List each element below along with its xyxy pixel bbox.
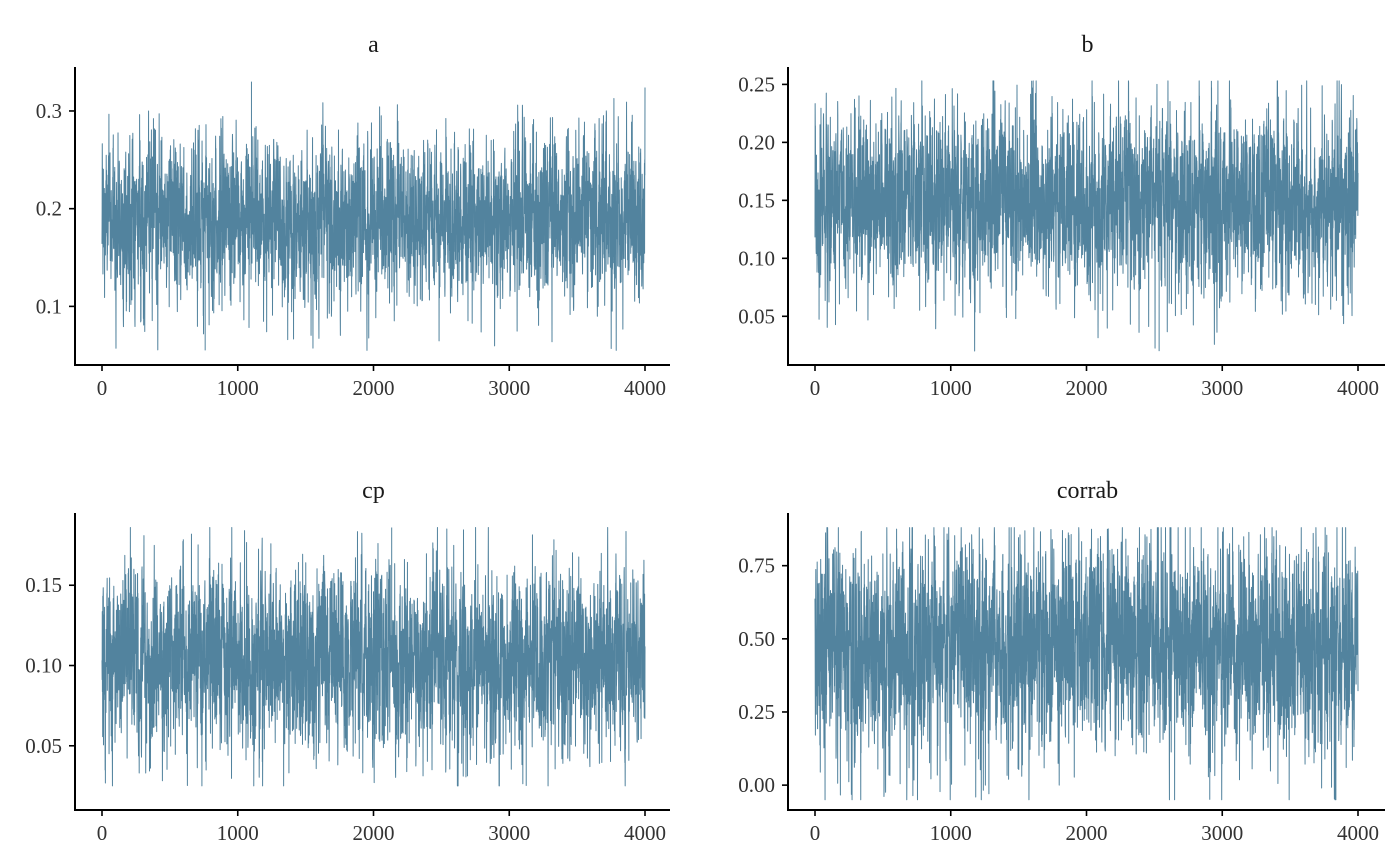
x-tick-label: 4000 <box>624 376 666 400</box>
panel-title: a <box>368 32 379 58</box>
y-tick-label: 0.3 <box>36 99 62 123</box>
panel-title: b <box>1082 32 1094 58</box>
y-tick-label: 0.05 <box>25 734 62 758</box>
x-tick-label: 2000 <box>1066 376 1108 400</box>
x-tick-label: 3000 <box>488 376 530 400</box>
y-tick-label: 0.15 <box>25 573 62 597</box>
y-tick-label: 0.25 <box>738 700 775 724</box>
trace-line <box>101 81 646 351</box>
trace-panel-cp: cp 0 1000 2000 3000 4000 0.05 0.10 0.15 <box>25 478 670 845</box>
x-tick-label: 2000 <box>1066 821 1108 845</box>
x-tick-label: 0 <box>810 821 821 845</box>
x-tick-label: 1000 <box>930 376 972 400</box>
panel-title: corrab <box>1057 478 1118 504</box>
y-tick-label: 0.00 <box>738 773 775 797</box>
x-tick-label: 1000 <box>217 376 259 400</box>
y-tick-label: 0.25 <box>738 72 775 96</box>
x-tick-label: 3000 <box>1201 821 1243 845</box>
x-tick-label: 2000 <box>353 376 395 400</box>
y-tick-label: 0.15 <box>738 188 775 212</box>
y-tick-label: 0.10 <box>25 654 62 678</box>
y-tick-label: 0.2 <box>36 197 62 221</box>
x-tick-label: 1000 <box>217 821 259 845</box>
trace-line <box>814 80 1359 352</box>
x-tick-label: 3000 <box>1201 376 1243 400</box>
trace-panel-b: b 0 1000 2000 3000 4000 0.05 0.10 0.15 0.20 0.25 <box>738 32 1385 400</box>
trace-line <box>814 527 1359 801</box>
x-tick-label: 2000 <box>353 821 395 845</box>
x-tick-label: 4000 <box>624 821 666 845</box>
x-tick-label: 4000 <box>1337 376 1379 400</box>
y-tick-label: 0.50 <box>738 627 775 651</box>
y-tick-label: 0.10 <box>738 246 775 270</box>
trace-panel-corrab: corrab 0 1000 2000 3000 4000 0.00 0.25 0.50 0.75 <box>738 478 1385 845</box>
x-tick-label: 0 <box>97 821 108 845</box>
y-tick-label: 0.75 <box>738 554 775 578</box>
x-tick-label: 1000 <box>930 821 972 845</box>
y-tick-label: 0.05 <box>738 304 775 328</box>
x-tick-label: 0 <box>810 376 821 400</box>
panel-title: cp <box>362 478 385 504</box>
x-tick-label: 0 <box>97 376 108 400</box>
y-tick-label: 0.1 <box>36 294 62 318</box>
y-tick-label: 0.20 <box>738 130 775 154</box>
trace-panel-a: a 0 1000 2000 3000 4000 0.1 0.2 0.3 <box>36 32 670 400</box>
x-tick-label: 4000 <box>1337 821 1379 845</box>
x-tick-label: 3000 <box>488 821 530 845</box>
trace-line <box>101 526 646 787</box>
